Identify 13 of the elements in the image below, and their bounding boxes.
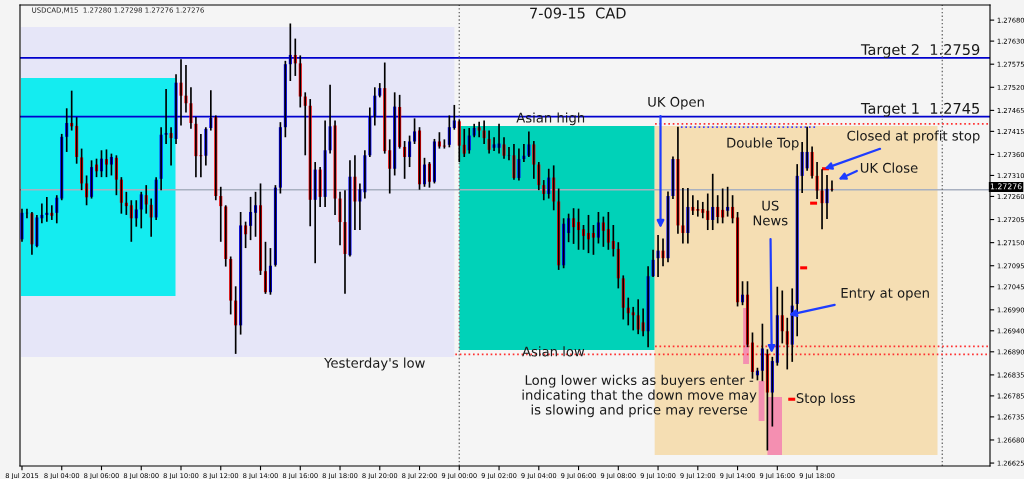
annotation: UK Close	[860, 162, 918, 173]
annotation: Closed at profit stop	[847, 130, 980, 144]
ref-line-label: Target 2 1.2759	[860, 44, 980, 58]
annotation: Entry at open	[841, 288, 929, 301]
ref-line-label: Target 1 1.2745	[860, 102, 980, 117]
annotation: Double Top	[727, 137, 799, 151]
annotation: Yesterday's low	[324, 357, 425, 371]
candlestick	[507, 146, 511, 161]
chart-title: 7-09-15 CAD	[530, 7, 626, 19]
annotation: Long lower wicks as buyers enter - indicating that the down move may is slowing and price may reverse	[522, 374, 757, 418]
annotation: UK Open	[648, 96, 704, 110]
annotation: Stop loss	[796, 392, 855, 406]
annotation: US News	[753, 200, 788, 226]
